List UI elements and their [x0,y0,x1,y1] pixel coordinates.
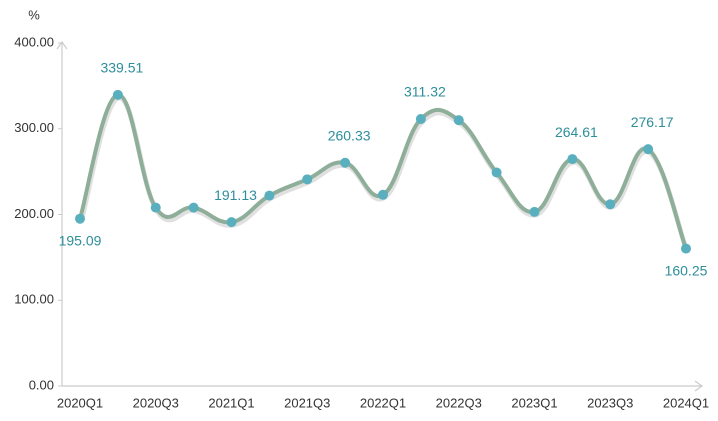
x-tick-label: 2023Q3 [587,395,633,410]
value-label: 191.13 [214,187,257,203]
point [150,202,161,213]
value-label: 195.09 [59,232,102,248]
point [188,202,199,213]
point [453,115,464,126]
point [605,199,616,210]
point [643,144,654,155]
point [529,206,540,217]
x-axis-arrow [694,380,704,392]
x-tick-label: 2020Q1 [57,395,103,410]
x-tick-label: 2021Q3 [284,395,330,410]
x-tick-label: 2022Q3 [436,395,482,410]
point [226,217,237,228]
x-tick-label: 2021Q1 [208,395,254,410]
line-shadow [78,95,690,253]
point [264,190,275,201]
y-tick-label: 200.00 [14,206,54,221]
point [340,157,351,168]
point [681,243,691,254]
x-tick-label: 2024Q1 [663,395,709,410]
value-label: 260.33 [328,127,371,143]
x-tick-label: 2020Q3 [133,395,179,410]
point [415,114,426,125]
value-label: 160.25 [665,262,708,278]
y-axis-label: % [28,7,40,22]
point [378,189,388,200]
x-tick-label: 2023Q1 [511,395,557,410]
point [491,167,502,178]
point [75,213,85,224]
line [78,92,688,250]
point [112,89,123,100]
x-tick-label: 2022Q1 [360,395,406,410]
value-label: 339.51 [100,60,143,76]
y-axis-arrow [56,40,68,50]
y-tick-label: 100.00 [14,292,54,307]
y-tick-label: 300.00 [14,120,54,135]
value-label: 311.32 [404,84,446,100]
point [302,174,313,185]
value-label: 276.17 [631,114,674,130]
value-label: 264.61 [555,124,598,140]
y-tick-label: 0.00 [29,377,54,392]
y-tick-label: 400.00 [14,34,54,49]
point [567,154,578,165]
